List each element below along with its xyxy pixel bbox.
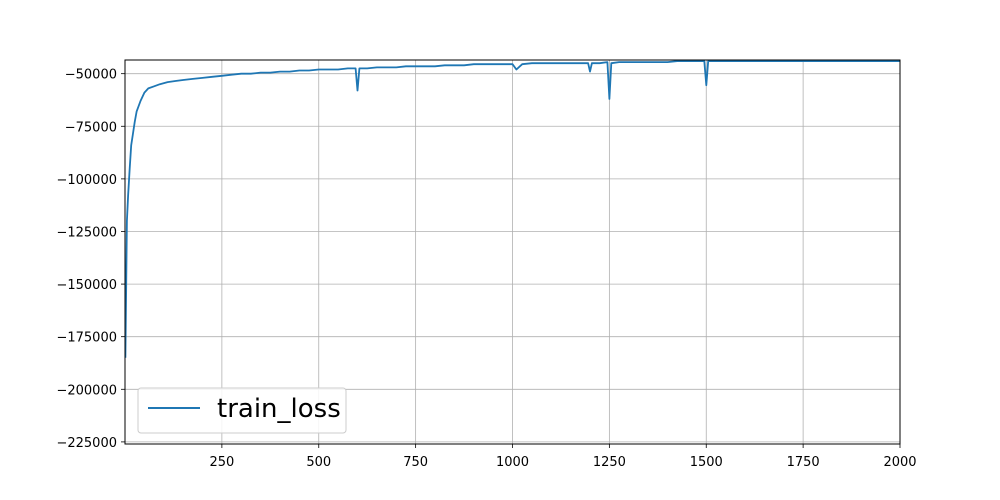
legend-label: train_loss [217, 394, 341, 424]
series-layer [125, 60, 900, 358]
y-tick-label: −200000 [56, 383, 117, 398]
legend-box [137, 387, 347, 434]
x-tick-label: 500 [306, 455, 331, 470]
legend: train_loss [137, 387, 347, 434]
x-tick-label: 1250 [593, 455, 626, 470]
x-tick-label: 250 [209, 455, 234, 470]
x-tick-label: 1750 [787, 455, 820, 470]
x-tick-label: 750 [403, 455, 428, 470]
y-tick-label: −100000 [56, 173, 117, 188]
x-tick-label: 1500 [690, 455, 723, 470]
y-tick-label: −125000 [56, 225, 117, 240]
x-axis: 250 500 750 1000 1250 1500 1750 2000 [209, 444, 917, 470]
y-tick-label: −75000 [65, 120, 117, 135]
y-axis: −50000 −75000 −100000 −125000 −150000 −175000… [56, 68, 125, 451]
x-tick-label: 1000 [496, 455, 529, 470]
y-tick-label: −175000 [56, 331, 117, 346]
y-tick-label: −225000 [56, 436, 117, 451]
y-tick-label: −150000 [56, 278, 117, 293]
series-line-train_loss [125, 60, 900, 358]
x-tick-label: 2000 [883, 455, 916, 470]
y-tick-label: −50000 [65, 68, 117, 83]
